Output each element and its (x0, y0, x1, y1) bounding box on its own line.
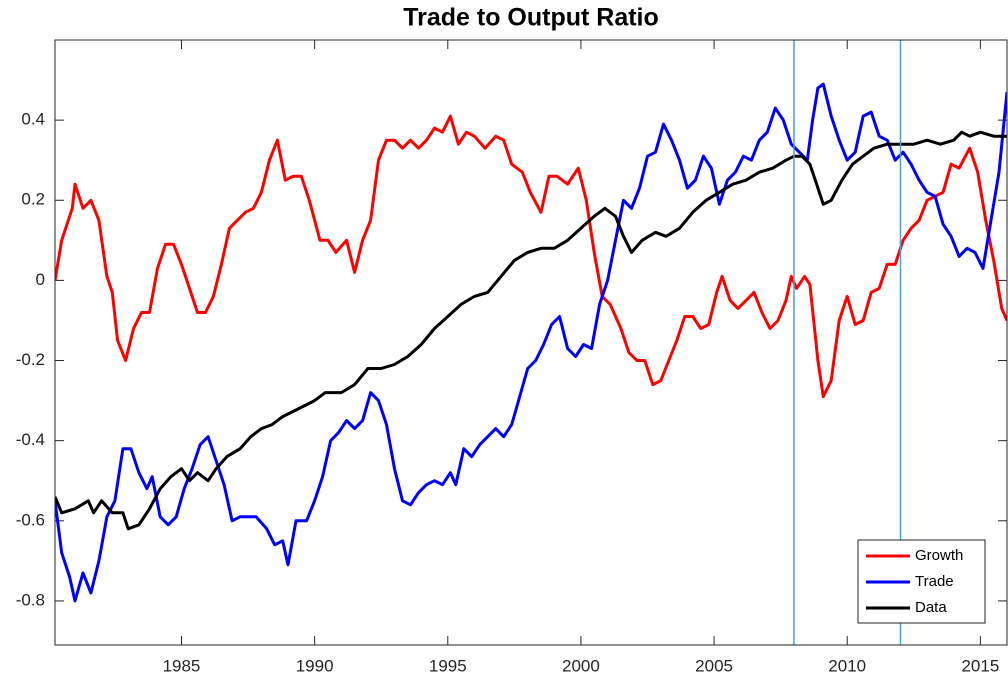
chart-title: Trade to Output Ratio (403, 4, 659, 32)
y-tick-label: -0.4 (16, 430, 45, 449)
y-tick-label: 0 (36, 270, 45, 289)
x-tick-label: 1985 (163, 656, 201, 675)
y-tick-label: -0.6 (16, 510, 45, 529)
x-tick-label: 2000 (562, 656, 600, 675)
legend-label: Growth (915, 547, 963, 564)
legend-label: Data (915, 599, 947, 616)
legend-label: Trade (915, 573, 954, 590)
x-tick-label: 2010 (828, 656, 866, 675)
x-tick-label: 1990 (296, 656, 334, 675)
axes-box (54, 39, 1008, 646)
line-series (55, 82, 1007, 603)
line-series (55, 114, 1007, 399)
y-tick-label: -0.2 (16, 350, 45, 369)
y-tick-label: -0.8 (16, 590, 45, 609)
plot-area (55, 82, 1007, 603)
line-series (55, 130, 1007, 531)
x-tick-label: 2015 (961, 656, 999, 675)
y-tick-label: 0.2 (21, 190, 45, 209)
y-tick-label: 0.4 (21, 110, 45, 129)
x-tick-label: 1995 (429, 656, 467, 675)
x-tick-label: 2005 (695, 656, 733, 675)
